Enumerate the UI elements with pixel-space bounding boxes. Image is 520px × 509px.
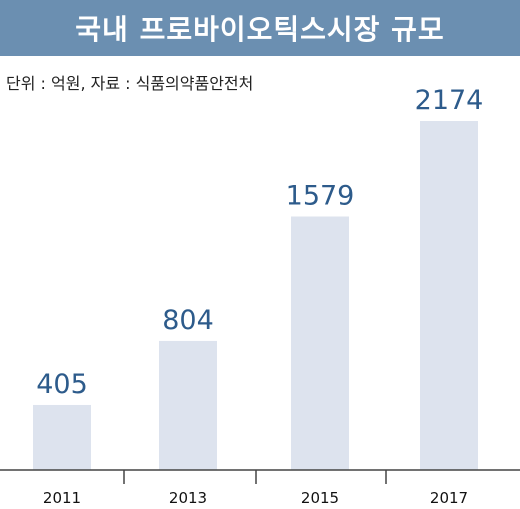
x-tick-label-2017: 2017: [430, 489, 468, 507]
x-tick-label-2013: 2013: [169, 489, 207, 507]
unit-source-note: 단위 : 억원, 자료 : 식품의약품안전처: [6, 74, 254, 93]
value-label-2011: 405: [36, 369, 88, 400]
x-tick-labels-group: 2011 2013 2015 2017: [43, 489, 468, 507]
bar-2017: [420, 121, 478, 470]
x-ticks-group: [123, 470, 387, 484]
x-tick-label-2011: 2011: [43, 489, 81, 507]
value-label-2015: 1579: [286, 181, 355, 212]
x-tick-label-2015: 2015: [301, 489, 339, 507]
title-bar: 국내 프로바이오틱스시장 규모: [0, 0, 520, 56]
value-label-2017: 2174: [415, 85, 484, 116]
bars-group: [33, 121, 478, 470]
bar-2011: [33, 404, 91, 470]
value-label-2013: 804: [162, 305, 214, 336]
value-labels-group: 405 804 1579 2174: [36, 85, 483, 400]
bar-2013: [159, 340, 217, 470]
bar-2015: [291, 216, 349, 470]
chart-title: 국내 프로바이오틱스시장 규모: [75, 13, 445, 46]
